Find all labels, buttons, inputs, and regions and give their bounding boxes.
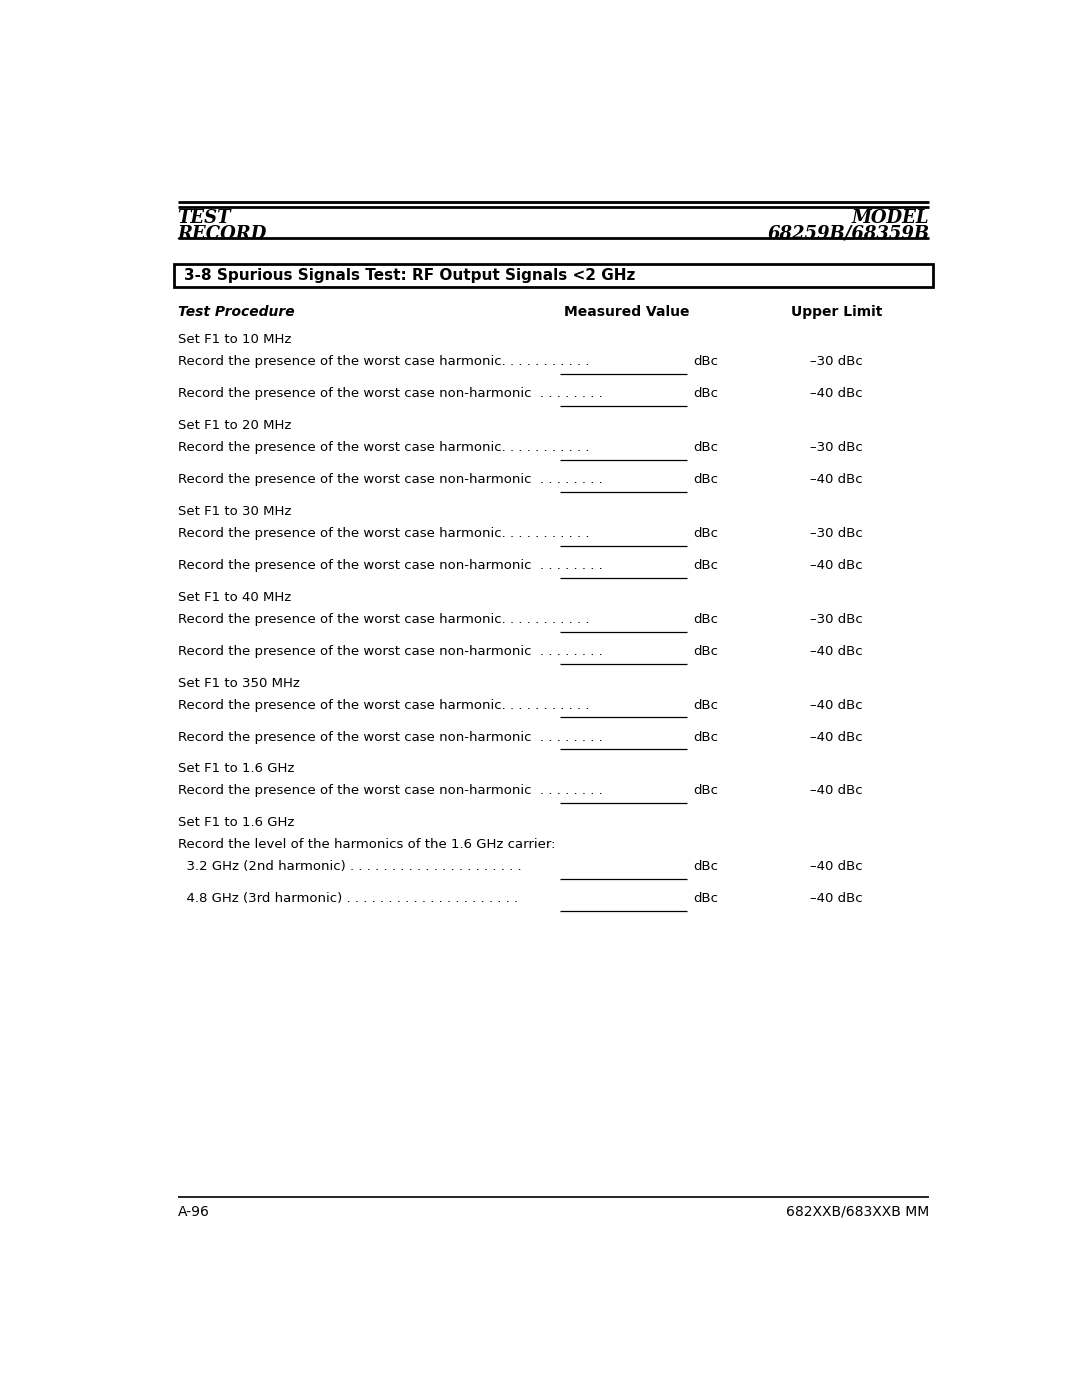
Text: Set F1 to 20 MHz: Set F1 to 20 MHz [177,419,291,432]
Text: dBc: dBc [693,441,718,454]
Text: –40 dBc: –40 dBc [810,893,863,905]
Text: dBc: dBc [693,861,718,873]
Text: Set F1 to 1.6 GHz: Set F1 to 1.6 GHz [177,763,294,775]
Text: dBc: dBc [693,527,718,539]
Text: dBc: dBc [693,731,718,743]
Text: Test Procedure: Test Procedure [177,306,294,320]
Text: Upper Limit: Upper Limit [791,306,882,320]
Text: –40 dBc: –40 dBc [810,784,863,798]
Text: Record the presence of the worst case non-harmonic  . . . . . . . .: Record the presence of the worst case no… [177,474,603,486]
Text: –30 dBc: –30 dBc [810,441,863,454]
Text: dBc: dBc [693,559,718,571]
Text: dBc: dBc [693,355,718,369]
Text: Set F1 to 40 MHz: Set F1 to 40 MHz [177,591,291,604]
Text: 3-8 Spurious Signals Test: RF Output Signals <2 GHz: 3-8 Spurious Signals Test: RF Output Sig… [184,268,635,284]
Text: –40 dBc: –40 dBc [810,387,863,400]
Text: Record the presence of the worst case harmonic. . . . . . . . . . .: Record the presence of the worst case ha… [177,355,589,369]
Text: Record the presence of the worst case harmonic. . . . . . . . . . .: Record the presence of the worst case ha… [177,613,589,626]
Text: 4.8 GHz (3rd harmonic) . . . . . . . . . . . . . . . . . . . . .: 4.8 GHz (3rd harmonic) . . . . . . . . .… [177,893,517,905]
Text: dBc: dBc [693,474,718,486]
Text: –40 dBc: –40 dBc [810,559,863,571]
Text: 3.2 GHz (2nd harmonic) . . . . . . . . . . . . . . . . . . . . .: 3.2 GHz (2nd harmonic) . . . . . . . . .… [177,861,522,873]
Text: dBc: dBc [693,784,718,798]
Text: dBc: dBc [693,644,718,658]
Text: Record the presence of the worst case harmonic. . . . . . . . . . .: Record the presence of the worst case ha… [177,698,589,711]
Text: TEST: TEST [177,210,231,228]
Text: MODEL: MODEL [852,210,930,228]
Text: –40 dBc: –40 dBc [810,731,863,743]
Text: dBc: dBc [693,613,718,626]
Bar [174,264,933,286]
Text: Record the presence of the worst case non-harmonic  . . . . . . . .: Record the presence of the worst case no… [177,559,603,571]
Text: Record the presence of the worst case non-harmonic  . . . . . . . .: Record the presence of the worst case no… [177,784,603,798]
Text: –40 dBc: –40 dBc [810,474,863,486]
Text: RECORD: RECORD [177,225,267,243]
Text: Record the presence of the worst case non-harmonic  . . . . . . . .: Record the presence of the worst case no… [177,387,603,400]
Text: –40 dBc: –40 dBc [810,644,863,658]
Text: A-96: A-96 [177,1204,210,1218]
Text: –30 dBc: –30 dBc [810,527,863,539]
Text: Record the presence of the worst case harmonic. . . . . . . . . . .: Record the presence of the worst case ha… [177,441,589,454]
Text: Set F1 to 1.6 GHz: Set F1 to 1.6 GHz [177,816,294,830]
Text: Record the presence of the worst case harmonic. . . . . . . . . . .: Record the presence of the worst case ha… [177,527,589,539]
Text: 682XXB/683XXB MM: 682XXB/683XXB MM [786,1204,930,1218]
Text: –30 dBc: –30 dBc [810,355,863,369]
Text: Record the level of the harmonics of the 1.6 GHz carrier:: Record the level of the harmonics of the… [177,838,555,851]
Text: dBc: dBc [693,387,718,400]
Text: Record the presence of the worst case non-harmonic  . . . . . . . .: Record the presence of the worst case no… [177,644,603,658]
Text: Record the presence of the worst case non-harmonic  . . . . . . . .: Record the presence of the worst case no… [177,731,603,743]
Text: –40 dBc: –40 dBc [810,698,863,711]
Text: 68259B/68359B: 68259B/68359B [767,225,930,243]
Text: dBc: dBc [693,893,718,905]
Text: Measured Value: Measured Value [565,306,690,320]
Text: Set F1 to 30 MHz: Set F1 to 30 MHz [177,504,291,518]
Text: –40 dBc: –40 dBc [810,861,863,873]
Text: –30 dBc: –30 dBc [810,613,863,626]
Text: Set F1 to 10 MHz: Set F1 to 10 MHz [177,334,291,346]
Text: dBc: dBc [693,698,718,711]
Text: Set F1 to 350 MHz: Set F1 to 350 MHz [177,676,299,690]
